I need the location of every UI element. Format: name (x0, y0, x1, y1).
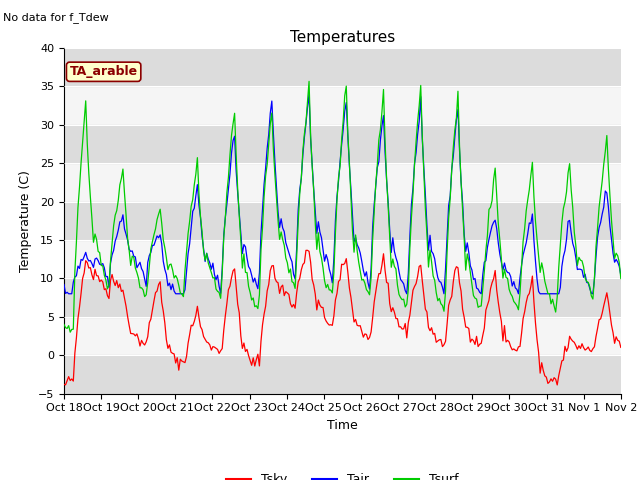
Legend: Tsky, Tair, Tsurf: Tsky, Tair, Tsurf (221, 468, 464, 480)
Bar (64, 355, 621, 394)
Bar (64, 278, 621, 317)
Text: No data for f_Tdew: No data for f_Tdew (3, 12, 109, 23)
Y-axis label: Temperature (C): Temperature (C) (19, 170, 33, 272)
Title: Temperatures: Temperatures (290, 30, 395, 46)
Bar (64, 202, 621, 240)
Bar (64, 125, 621, 163)
Bar (64, 48, 621, 86)
X-axis label: Time: Time (327, 419, 358, 432)
Text: TA_arable: TA_arable (70, 65, 138, 78)
